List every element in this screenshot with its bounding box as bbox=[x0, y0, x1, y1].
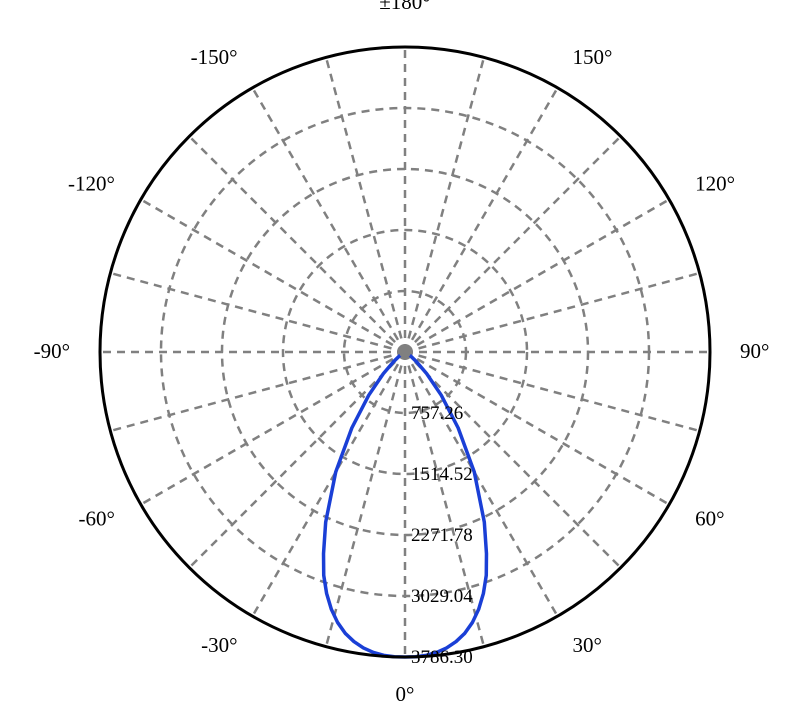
polar-chart: 757.26 1514.52 2271.78 3029.04 3786.30 ±180° -… bbox=[0, 0, 811, 724]
angle-label: -150° bbox=[191, 45, 238, 69]
angle-label: -60° bbox=[78, 507, 114, 531]
angle-label: ±180° bbox=[379, 0, 430, 14]
angle-label: -30° bbox=[201, 633, 237, 657]
angle-label: 120° bbox=[695, 172, 735, 196]
center-dot bbox=[399, 346, 411, 358]
angle-label: 150° bbox=[573, 45, 613, 69]
radial-label: 2271.78 bbox=[411, 525, 473, 546]
angle-label: -90° bbox=[34, 339, 70, 363]
angle-label: 30° bbox=[573, 633, 602, 657]
radial-label: 3786.30 bbox=[411, 647, 473, 668]
angle-label: 90° bbox=[740, 339, 769, 363]
angle-label: 0° bbox=[396, 682, 415, 706]
radial-label: 3029.04 bbox=[411, 586, 473, 607]
angle-label: 60° bbox=[695, 507, 724, 531]
radial-label: 1514.52 bbox=[411, 464, 473, 485]
radial-label: 757.26 bbox=[411, 403, 463, 424]
angle-label: -120° bbox=[68, 172, 115, 196]
